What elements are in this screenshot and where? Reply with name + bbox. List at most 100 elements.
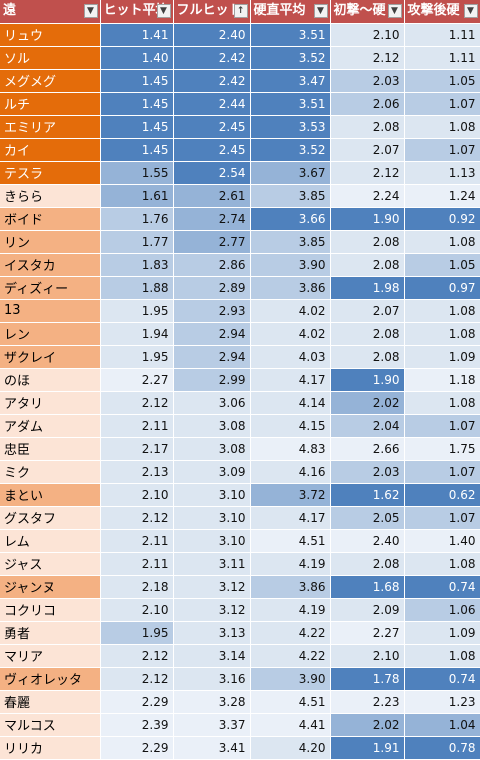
value-cell[interactable]: 0.62 bbox=[404, 483, 480, 507]
value-cell[interactable]: 0.97 bbox=[404, 276, 480, 300]
value-cell[interactable]: 1.11 bbox=[404, 46, 480, 70]
value-cell[interactable]: 2.27 bbox=[330, 621, 405, 645]
value-cell[interactable]: 3.72 bbox=[250, 483, 331, 507]
value-cell[interactable]: 3.85 bbox=[250, 184, 331, 208]
value-cell[interactable]: 2.27 bbox=[100, 368, 174, 392]
character-name-cell[interactable]: ヴィオレッタ bbox=[0, 667, 101, 691]
character-name-cell[interactable]: グスタフ bbox=[0, 506, 101, 530]
value-cell[interactable]: 2.12 bbox=[100, 391, 174, 415]
column-header-after-attack[interactable]: 攻撃後硬 ▼ bbox=[404, 0, 480, 24]
column-header-stiff-avg[interactable]: 硬直平均 ▼ bbox=[250, 0, 331, 24]
value-cell[interactable]: 2.10 bbox=[100, 598, 174, 622]
character-name-cell[interactable]: ザクレイ bbox=[0, 345, 101, 369]
value-cell[interactable]: 1.45 bbox=[100, 92, 174, 116]
value-cell[interactable]: 3.41 bbox=[173, 736, 251, 760]
value-cell[interactable]: 3.66 bbox=[250, 207, 331, 231]
character-name-cell[interactable]: アタリ bbox=[0, 391, 101, 415]
value-cell[interactable]: 1.04 bbox=[404, 713, 480, 737]
value-cell[interactable]: 2.89 bbox=[173, 276, 251, 300]
value-cell[interactable]: 1.07 bbox=[404, 414, 480, 438]
value-cell[interactable]: 3.52 bbox=[250, 46, 331, 70]
value-cell[interactable]: 2.08 bbox=[330, 345, 405, 369]
value-cell[interactable]: 1.68 bbox=[330, 575, 405, 599]
column-header-name[interactable]: 遠 ▼ bbox=[0, 0, 101, 24]
value-cell[interactable]: 2.29 bbox=[100, 736, 174, 760]
value-cell[interactable]: 2.05 bbox=[330, 506, 405, 530]
value-cell[interactable]: 2.54 bbox=[173, 161, 251, 185]
sort-ascending-icon[interactable]: ↑ bbox=[233, 4, 248, 18]
value-cell[interactable]: 2.02 bbox=[330, 713, 405, 737]
value-cell[interactable]: 4.83 bbox=[250, 437, 331, 461]
value-cell[interactable]: 4.15 bbox=[250, 414, 331, 438]
value-cell[interactable]: 2.12 bbox=[100, 506, 174, 530]
character-name-cell[interactable]: のほ bbox=[0, 368, 101, 392]
value-cell[interactable]: 3.47 bbox=[250, 69, 331, 93]
value-cell[interactable]: 3.85 bbox=[250, 230, 331, 254]
value-cell[interactable]: 0.74 bbox=[404, 575, 480, 599]
value-cell[interactable]: 2.77 bbox=[173, 230, 251, 254]
value-cell[interactable]: 1.06 bbox=[404, 598, 480, 622]
character-name-cell[interactable]: カイ bbox=[0, 138, 101, 162]
column-header-first-hit[interactable]: 初撃～硬 ▼ bbox=[330, 0, 405, 24]
value-cell[interactable]: 1.08 bbox=[404, 230, 480, 254]
value-cell[interactable]: 2.61 bbox=[173, 184, 251, 208]
character-name-cell[interactable]: リュウ bbox=[0, 23, 101, 47]
value-cell[interactable]: 2.39 bbox=[100, 713, 174, 737]
value-cell[interactable]: 3.10 bbox=[173, 506, 251, 530]
character-name-cell[interactable]: ジャス bbox=[0, 552, 101, 576]
value-cell[interactable]: 2.03 bbox=[330, 460, 405, 484]
value-cell[interactable]: 3.86 bbox=[250, 575, 331, 599]
value-cell[interactable]: 2.12 bbox=[100, 667, 174, 691]
value-cell[interactable]: 1.83 bbox=[100, 253, 174, 277]
value-cell[interactable]: 2.24 bbox=[330, 184, 405, 208]
character-name-cell[interactable]: ミク bbox=[0, 460, 101, 484]
value-cell[interactable]: 1.08 bbox=[404, 644, 480, 668]
value-cell[interactable]: 2.94 bbox=[173, 345, 251, 369]
value-cell[interactable]: 4.16 bbox=[250, 460, 331, 484]
value-cell[interactable]: 4.14 bbox=[250, 391, 331, 415]
value-cell[interactable]: 2.93 bbox=[173, 299, 251, 323]
value-cell[interactable]: 1.08 bbox=[404, 322, 480, 346]
value-cell[interactable]: 2.42 bbox=[173, 46, 251, 70]
value-cell[interactable]: 2.03 bbox=[330, 69, 405, 93]
value-cell[interactable]: 2.10 bbox=[330, 23, 405, 47]
character-name-cell[interactable]: リリカ bbox=[0, 736, 101, 760]
value-cell[interactable]: 3.08 bbox=[173, 437, 251, 461]
value-cell[interactable]: 3.10 bbox=[173, 483, 251, 507]
value-cell[interactable]: 3.16 bbox=[173, 667, 251, 691]
value-cell[interactable]: 2.74 bbox=[173, 207, 251, 231]
value-cell[interactable]: 1.08 bbox=[404, 552, 480, 576]
value-cell[interactable]: 2.12 bbox=[330, 46, 405, 70]
value-cell[interactable]: 4.51 bbox=[250, 529, 331, 553]
column-header-hit-avg[interactable]: ヒット平均 ▼ bbox=[100, 0, 174, 24]
value-cell[interactable]: 1.90 bbox=[330, 207, 405, 231]
value-cell[interactable]: 3.52 bbox=[250, 138, 331, 162]
value-cell[interactable]: 1.55 bbox=[100, 161, 174, 185]
value-cell[interactable]: 1.76 bbox=[100, 207, 174, 231]
value-cell[interactable]: 1.07 bbox=[404, 92, 480, 116]
character-name-cell[interactable]: コクリコ bbox=[0, 598, 101, 622]
character-name-cell[interactable]: 忠臣 bbox=[0, 437, 101, 461]
value-cell[interactable]: 1.09 bbox=[404, 345, 480, 369]
value-cell[interactable]: 3.67 bbox=[250, 161, 331, 185]
value-cell[interactable]: 1.98 bbox=[330, 276, 405, 300]
value-cell[interactable]: 4.17 bbox=[250, 506, 331, 530]
value-cell[interactable]: 2.11 bbox=[100, 529, 174, 553]
value-cell[interactable]: 0.74 bbox=[404, 667, 480, 691]
filter-dropdown-icon[interactable]: ▼ bbox=[156, 4, 171, 18]
character-name-cell[interactable]: マルコス bbox=[0, 713, 101, 737]
character-name-cell[interactable]: アダム bbox=[0, 414, 101, 438]
character-name-cell[interactable]: ソル bbox=[0, 46, 101, 70]
value-cell[interactable]: 2.12 bbox=[330, 161, 405, 185]
value-cell[interactable]: 2.40 bbox=[330, 529, 405, 553]
character-name-cell[interactable]: マリア bbox=[0, 644, 101, 668]
value-cell[interactable]: 3.06 bbox=[173, 391, 251, 415]
value-cell[interactable]: 2.17 bbox=[100, 437, 174, 461]
character-name-cell[interactable]: ジャンヌ bbox=[0, 575, 101, 599]
character-name-cell[interactable]: リン bbox=[0, 230, 101, 254]
value-cell[interactable]: 2.13 bbox=[100, 460, 174, 484]
value-cell[interactable]: 4.20 bbox=[250, 736, 331, 760]
value-cell[interactable]: 2.66 bbox=[330, 437, 405, 461]
value-cell[interactable]: 1.45 bbox=[100, 115, 174, 139]
value-cell[interactable]: 3.37 bbox=[173, 713, 251, 737]
